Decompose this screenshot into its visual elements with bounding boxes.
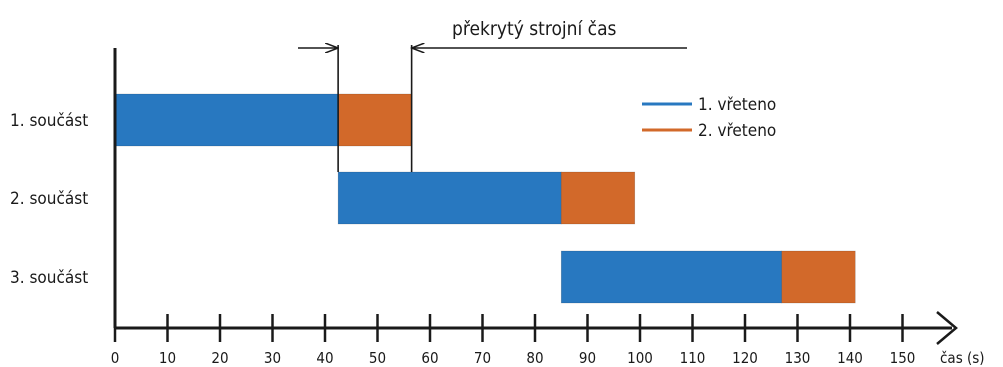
axes-layer: 0 10 20 30 40 50 60 70 80 90 100 110 120 130 140 150 čas…	[111, 48, 985, 367]
x-tick-label: 150	[890, 349, 916, 367]
x-tick-label: 130	[785, 349, 811, 367]
x-tick-label: 70	[474, 349, 491, 367]
bar-spindle2-part3	[781, 250, 856, 304]
overlap-annotation: překrytý strojní čas	[298, 18, 687, 172]
x-tick-label: 110	[680, 349, 706, 367]
overlap-annotation-label: překrytý strojní čas	[452, 18, 617, 40]
bar-spindle1-part3	[560, 250, 783, 304]
x-tick-label: 30	[264, 349, 281, 367]
x-tick-label: 80	[526, 349, 543, 367]
legend-label-1: 1. vřeteno	[698, 95, 776, 115]
x-tick-label: 40	[316, 349, 333, 367]
bar-spindle2-part1	[337, 93, 412, 147]
category-label: 3. součást	[10, 268, 88, 288]
x-tick-label: 120	[732, 349, 758, 367]
category-label: 1. součást	[10, 111, 88, 131]
x-tick-label: 50	[369, 349, 386, 367]
category-label: 2. součást	[10, 189, 88, 209]
x-tick-label: 10	[159, 349, 176, 367]
bars-layer: 1. součást 2. součást 3. součást	[10, 93, 856, 304]
x-tick-label: 90	[579, 349, 596, 367]
x-axis-label: čas (s)	[940, 349, 985, 367]
legend-label-2: 2. vřeteno	[698, 121, 776, 141]
bar-spindle1-part1	[114, 93, 339, 147]
x-tick-label: 20	[211, 349, 228, 367]
x-tick-label: 100	[627, 349, 653, 367]
legend: 1. vřeteno 2. vřeteno	[642, 95, 776, 141]
x-tick-label: 0	[111, 349, 120, 367]
x-tick-label: 140	[837, 349, 863, 367]
x-axis-arrowhead	[936, 311, 958, 345]
x-tick-label: 60	[421, 349, 438, 367]
bar-spindle1-part2	[337, 171, 562, 225]
bar-spindle2-part2	[560, 171, 636, 225]
